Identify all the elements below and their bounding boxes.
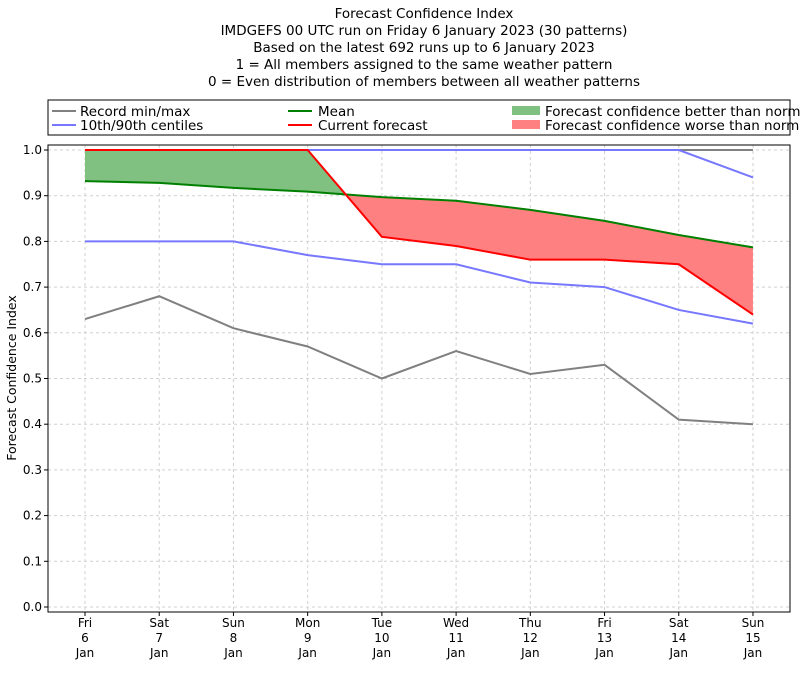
x-tick-label: Sat	[669, 616, 689, 630]
legend-centiles-label: 10th/90th centiles	[80, 118, 203, 134]
y-tick-label: 0.6	[23, 326, 42, 340]
x-axis: Fri6JanSat7JanSun8JanMon9JanTue10JanWed1…	[75, 612, 765, 660]
title-line-5: 0 = Even distribution of members between…	[208, 74, 640, 90]
x-tick-label: Jan	[223, 646, 243, 660]
legend-worse-swatch	[512, 120, 540, 129]
x-tick-label: Fri	[78, 616, 92, 630]
x-tick-label: Jan	[149, 646, 169, 660]
x-tick-label: Sat	[149, 616, 169, 630]
x-tick-label: Jan	[297, 646, 317, 660]
y-tick-label: 1.0	[23, 143, 42, 157]
x-tick-label: Mon	[295, 616, 320, 630]
x-tick-label: 8	[230, 631, 238, 645]
x-tick-label: Sun	[742, 616, 765, 630]
y-tick-label: 0.0	[23, 600, 42, 614]
x-tick-label: 6	[81, 631, 89, 645]
x-tick-label: 7	[155, 631, 163, 645]
x-tick-label: Tue	[371, 616, 393, 630]
y-tick-label: 0.2	[23, 509, 42, 523]
legend-record-label: Record min/max	[80, 104, 190, 120]
y-tick-label: 0.7	[23, 280, 42, 294]
x-tick-label: Jan	[520, 646, 540, 660]
legend-better-swatch	[512, 106, 540, 115]
x-tick-label: 12	[523, 631, 538, 645]
mean-line	[84, 180, 754, 249]
p10-line	[85, 240, 754, 325]
y-tick-label: 0.3	[23, 463, 42, 477]
title-line-3: Based on the latest 692 runs up to 6 Jan…	[253, 40, 595, 56]
title-line-1: Forecast Confidence Index	[335, 6, 514, 22]
worse-than-normal-fill	[85, 181, 753, 315]
legend: Record min/max 10th/90th centiles Mean C…	[47, 99, 800, 136]
x-tick-label: 15	[745, 631, 760, 645]
x-tick-label: 14	[671, 631, 686, 645]
legend-mean-label: Mean	[318, 104, 355, 120]
y-tick-label: 0.1	[23, 554, 42, 568]
legend-worse-label: Forecast confidence worse than normal	[545, 118, 800, 134]
x-tick-label: Jan	[446, 646, 466, 660]
y-tick-label: 0.9	[23, 189, 42, 203]
x-tick-label: Jan	[743, 646, 763, 660]
legend-better-label: Forecast confidence better than normal	[545, 104, 800, 120]
title-line-4: 1 = All members assigned to the same wea…	[236, 57, 613, 73]
y-tick-label: 0.5	[23, 372, 42, 386]
x-tick-label: 10	[374, 631, 389, 645]
series-lines	[84, 149, 754, 426]
current-forecast-line	[85, 149, 754, 316]
x-tick-label: Jan	[75, 646, 95, 660]
confidence-fills	[85, 150, 753, 315]
x-tick-label: Wed	[443, 616, 469, 630]
x-tick-label: Sun	[222, 616, 245, 630]
y-tick-label: 0.4	[23, 417, 42, 431]
x-tick-label: Thu	[518, 616, 542, 630]
x-tick-label: 13	[597, 631, 612, 645]
y-axis: 0.0 0.1 0.2 0.3 0.4 0.5 0.6 0.7 0.8 0.9 1.0	[23, 143, 48, 614]
x-tick-label: Jan	[594, 646, 614, 660]
x-tick-label: Fri	[597, 616, 611, 630]
x-tick-label: 9	[304, 631, 312, 645]
legend-current-label: Current forecast	[318, 118, 428, 134]
y-tick-label: 0.8	[23, 234, 42, 248]
x-tick-label: Jan	[372, 646, 392, 660]
y-axis-label: Forecast Confidence Index	[4, 295, 19, 461]
title-line-2: IMDGEFS 00 UTC run on Friday 6 January 2…	[221, 23, 628, 39]
x-tick-label: Jan	[669, 646, 689, 660]
chart-title: Forecast Confidence Index IMDGEFS 00 UTC…	[208, 6, 640, 90]
record-min-line	[84, 295, 754, 426]
x-tick-label: 11	[448, 631, 463, 645]
